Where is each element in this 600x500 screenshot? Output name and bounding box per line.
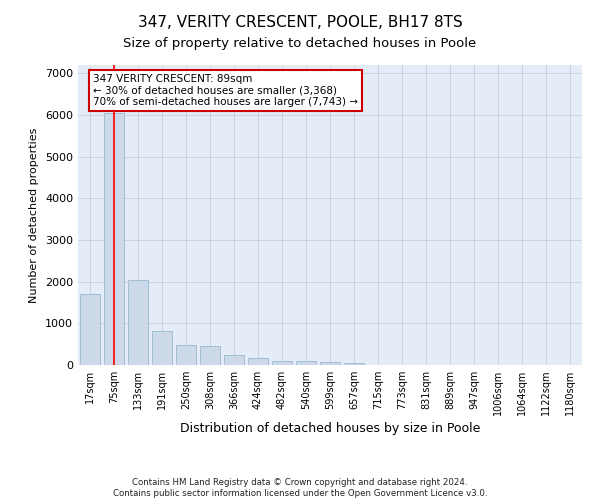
- Bar: [248, 358, 268, 365]
- Bar: [128, 280, 148, 365]
- Text: 347, VERITY CRESCENT, POOLE, BH17 8TS: 347, VERITY CRESCENT, POOLE, BH17 8TS: [137, 15, 463, 30]
- Bar: [200, 346, 220, 365]
- Bar: [224, 356, 244, 365]
- X-axis label: Distribution of detached houses by size in Poole: Distribution of detached houses by size …: [180, 422, 480, 436]
- Text: Contains HM Land Registry data © Crown copyright and database right 2024.
Contai: Contains HM Land Registry data © Crown c…: [113, 478, 487, 498]
- Bar: [320, 362, 340, 365]
- Bar: [296, 361, 316, 365]
- Bar: [272, 361, 292, 365]
- Text: Size of property relative to detached houses in Poole: Size of property relative to detached ho…: [124, 38, 476, 51]
- Text: 347 VERITY CRESCENT: 89sqm
← 30% of detached houses are smaller (3,368)
70% of s: 347 VERITY CRESCENT: 89sqm ← 30% of deta…: [93, 74, 358, 107]
- Y-axis label: Number of detached properties: Number of detached properties: [29, 128, 40, 302]
- Bar: [80, 294, 100, 365]
- Bar: [176, 346, 196, 365]
- Bar: [344, 363, 364, 365]
- Bar: [104, 113, 124, 365]
- Bar: [152, 331, 172, 365]
